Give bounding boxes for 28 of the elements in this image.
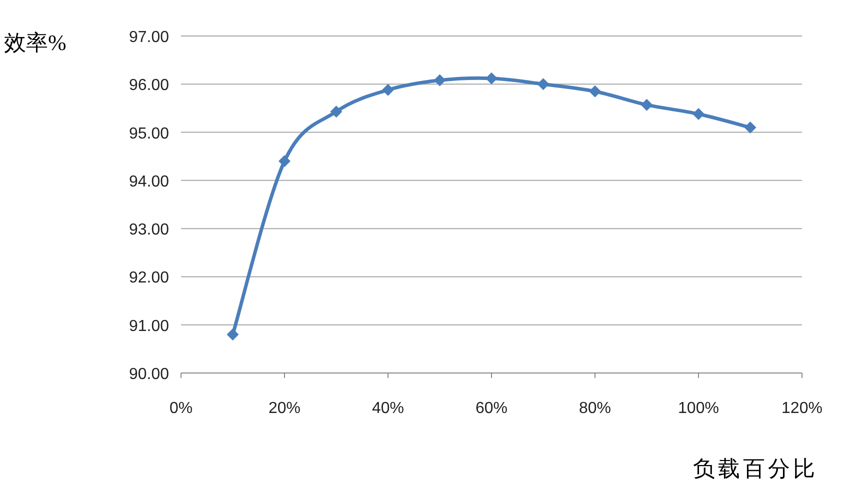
y-tick-label: 92.00 <box>128 270 170 287</box>
y-tick-label: 95.00 <box>128 125 170 142</box>
point <box>226 328 239 340</box>
x-tick-label: 20% <box>268 400 301 417</box>
x-tick-label: 40% <box>372 400 404 417</box>
point <box>278 155 290 168</box>
point <box>640 98 653 111</box>
x-tick-label: 80% <box>578 400 612 417</box>
point <box>692 108 704 120</box>
x-tick-label: 100% <box>678 400 719 417</box>
x-tick-label: 0% <box>169 400 193 417</box>
point <box>744 121 756 134</box>
y-tick-label: 96.00 <box>128 77 170 94</box>
x-tick-label: 120% <box>782 400 822 417</box>
y-tick-label: 97.00 <box>128 29 170 46</box>
point <box>589 85 601 98</box>
x-axis-title: 负载百分比 <box>693 456 818 481</box>
y-tick-label: 94.00 <box>128 173 170 190</box>
x-tick-label: 60% <box>475 400 508 417</box>
y-tick-label: 93.00 <box>128 222 170 239</box>
point <box>537 78 550 90</box>
y-tick-label: 91.00 <box>128 318 170 335</box>
point <box>382 84 394 96</box>
point <box>330 106 342 118</box>
y-axis-title: 效率% <box>4 30 66 55</box>
y-tick-label: 90.00 <box>128 366 170 383</box>
point <box>486 72 498 84</box>
point <box>434 74 446 86</box>
